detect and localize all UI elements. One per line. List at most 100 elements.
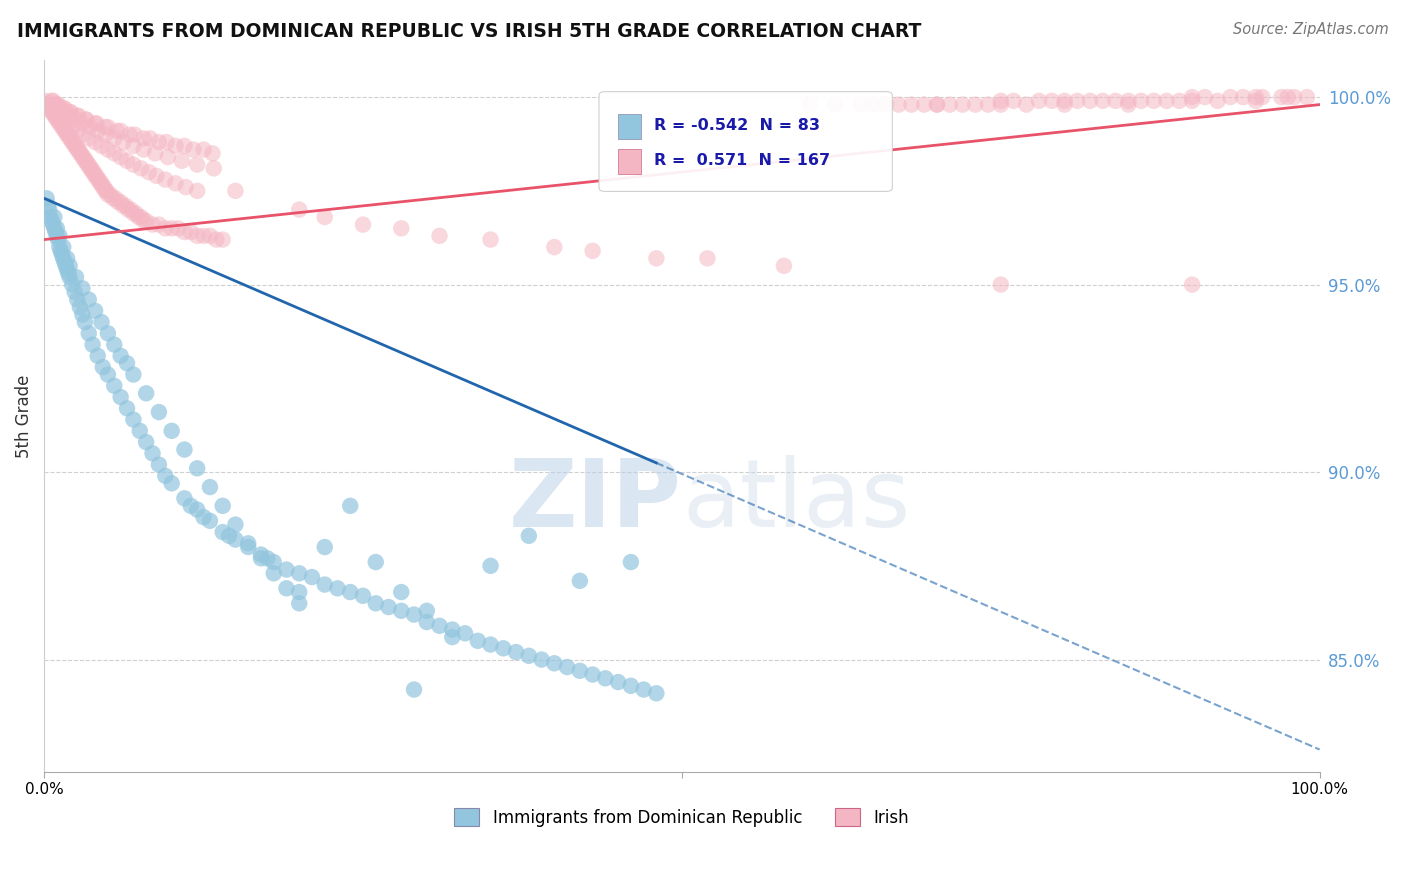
Point	[416, 604, 439, 618]
Point	[1156, 94, 1178, 108]
Point	[887, 97, 910, 112]
Point	[155, 135, 177, 149]
Point	[1078, 94, 1101, 108]
Point	[186, 158, 208, 172]
Point	[75, 112, 97, 127]
Point	[72, 281, 94, 295]
Point	[122, 206, 145, 220]
Point	[70, 146, 93, 161]
Point	[250, 551, 273, 566]
Point	[633, 682, 655, 697]
Point	[288, 596, 311, 610]
Point	[276, 563, 298, 577]
Point	[45, 228, 67, 243]
Point	[645, 252, 668, 266]
Point	[198, 480, 221, 494]
Point	[67, 143, 90, 157]
Point	[37, 199, 59, 213]
Point	[326, 582, 349, 596]
Point	[479, 558, 502, 573]
Point	[211, 524, 233, 539]
Point	[135, 386, 157, 401]
Point	[66, 293, 89, 307]
Point	[53, 124, 76, 138]
Point	[112, 135, 135, 149]
Point	[49, 244, 72, 258]
Point	[42, 218, 65, 232]
Point	[60, 135, 83, 149]
Point	[925, 97, 948, 112]
Point	[41, 214, 63, 228]
Point	[339, 585, 361, 599]
Point	[114, 199, 136, 213]
Point	[301, 570, 323, 584]
Point	[139, 131, 162, 145]
Point	[91, 180, 114, 194]
Point	[122, 158, 145, 172]
Point	[103, 131, 125, 145]
Point	[44, 109, 66, 123]
Point	[135, 214, 157, 228]
Point	[45, 105, 67, 120]
Point	[202, 161, 225, 176]
Point	[952, 97, 974, 112]
Point	[84, 303, 107, 318]
Point	[72, 116, 94, 130]
Point	[73, 153, 96, 168]
Point	[389, 585, 412, 599]
Point	[416, 615, 439, 629]
Point	[620, 679, 643, 693]
Point	[1143, 94, 1166, 108]
Point	[186, 228, 208, 243]
Point	[441, 623, 464, 637]
Point	[86, 169, 108, 183]
Point	[125, 206, 148, 220]
Point	[238, 536, 260, 550]
Point	[80, 161, 103, 176]
Point	[44, 221, 66, 235]
Point	[39, 210, 62, 224]
Point	[939, 97, 962, 112]
Point	[1206, 94, 1229, 108]
Point	[849, 97, 872, 112]
Point	[156, 150, 179, 164]
Point	[160, 221, 183, 235]
Point	[103, 379, 125, 393]
Point	[543, 240, 565, 254]
Point	[117, 202, 139, 217]
Point	[45, 97, 67, 112]
Point	[352, 589, 374, 603]
Point	[620, 555, 643, 569]
Point	[288, 585, 311, 599]
Point	[84, 116, 107, 130]
Point	[55, 105, 77, 120]
Point	[97, 120, 120, 134]
Point	[52, 240, 75, 254]
Point	[42, 94, 65, 108]
Point	[128, 424, 150, 438]
Point	[1194, 90, 1216, 104]
Point	[1181, 277, 1204, 292]
Point	[86, 349, 108, 363]
Point	[122, 412, 145, 426]
Point	[1091, 94, 1114, 108]
Point	[1002, 94, 1025, 108]
Point	[65, 270, 87, 285]
Point	[193, 228, 215, 243]
Point	[122, 139, 145, 153]
Point	[1053, 97, 1076, 112]
Point	[97, 368, 120, 382]
Point	[110, 124, 132, 138]
Text: R = -0.542  N = 83: R = -0.542 N = 83	[654, 119, 820, 134]
Point	[314, 540, 336, 554]
Point	[110, 349, 132, 363]
Point	[72, 308, 94, 322]
Point	[45, 109, 67, 123]
Point	[165, 177, 187, 191]
Point	[69, 300, 91, 314]
Point	[211, 499, 233, 513]
Point	[875, 97, 897, 112]
Point	[530, 652, 553, 666]
Point	[65, 112, 87, 127]
Point	[224, 533, 246, 547]
